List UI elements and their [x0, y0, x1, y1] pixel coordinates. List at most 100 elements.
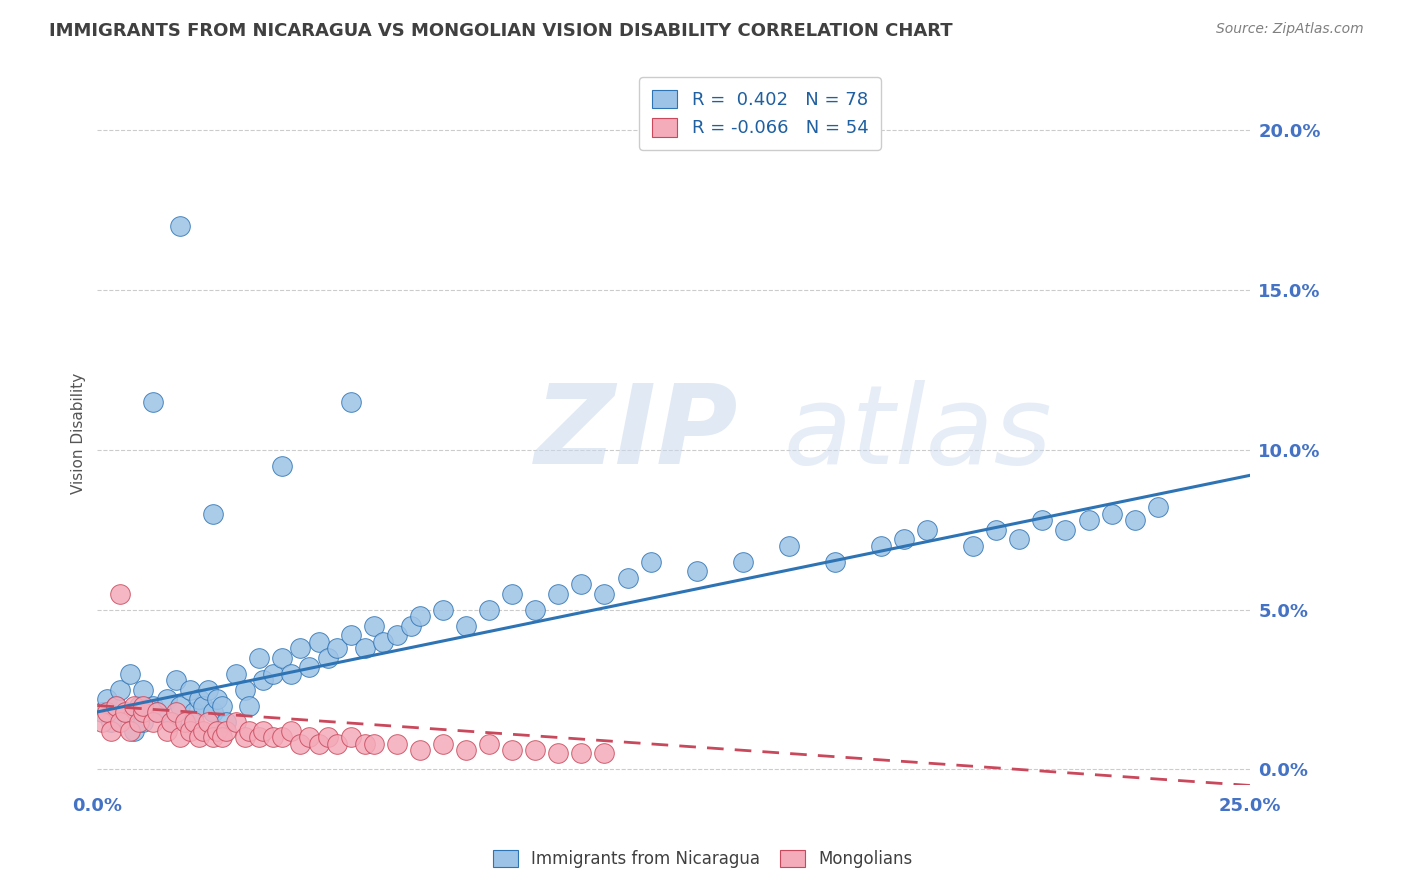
Point — [155, 692, 177, 706]
Point — [122, 724, 145, 739]
Point — [114, 705, 136, 719]
Point — [197, 682, 219, 697]
Text: ZIP: ZIP — [536, 380, 738, 487]
Point — [1077, 513, 1099, 527]
Point — [270, 731, 292, 745]
Legend: R =  0.402   N = 78, R = -0.066   N = 54: R = 0.402 N = 78, R = -0.066 N = 54 — [640, 77, 882, 150]
Point — [238, 724, 260, 739]
Point — [547, 587, 569, 601]
Point — [363, 618, 385, 632]
Point — [183, 705, 205, 719]
Point — [96, 692, 118, 706]
Point — [128, 698, 150, 713]
Point — [238, 698, 260, 713]
Point — [233, 682, 256, 697]
Point — [308, 737, 330, 751]
Point — [316, 650, 339, 665]
Point — [104, 698, 127, 713]
Point — [1101, 507, 1123, 521]
Point — [316, 731, 339, 745]
Point — [280, 666, 302, 681]
Point — [501, 587, 523, 601]
Point — [169, 731, 191, 745]
Point — [571, 577, 593, 591]
Point — [96, 705, 118, 719]
Point — [478, 602, 501, 616]
Point — [340, 731, 363, 745]
Point — [501, 743, 523, 757]
Point — [1146, 500, 1168, 515]
Point — [409, 743, 432, 757]
Legend: Immigrants from Nicaragua, Mongolians: Immigrants from Nicaragua, Mongolians — [486, 843, 920, 875]
Point — [160, 714, 183, 729]
Point — [298, 731, 321, 745]
Point — [432, 737, 454, 751]
Point — [193, 724, 215, 739]
Point — [571, 747, 593, 761]
Point — [169, 219, 191, 233]
Point — [870, 539, 893, 553]
Point — [616, 571, 638, 585]
Point — [363, 737, 385, 751]
Point — [593, 587, 616, 601]
Point — [409, 609, 432, 624]
Point — [179, 682, 201, 697]
Point — [211, 698, 233, 713]
Point — [247, 731, 270, 745]
Point — [118, 666, 141, 681]
Point — [252, 724, 274, 739]
Point — [174, 714, 197, 729]
Point — [215, 724, 238, 739]
Point — [169, 698, 191, 713]
Text: atlas: atlas — [783, 380, 1052, 487]
Point — [132, 705, 155, 719]
Point — [385, 628, 408, 642]
Text: IMMIGRANTS FROM NICARAGUA VS MONGOLIAN VISION DISABILITY CORRELATION CHART: IMMIGRANTS FROM NICARAGUA VS MONGOLIAN V… — [49, 22, 953, 40]
Point — [146, 705, 169, 719]
Point — [179, 724, 201, 739]
Point — [110, 682, 132, 697]
Point — [353, 737, 375, 751]
Point — [731, 555, 754, 569]
Point — [193, 698, 215, 713]
Point — [1054, 523, 1077, 537]
Point — [201, 705, 224, 719]
Point — [225, 714, 247, 729]
Point — [215, 714, 238, 729]
Point — [91, 714, 114, 729]
Point — [432, 602, 454, 616]
Point — [110, 587, 132, 601]
Point — [270, 650, 292, 665]
Point — [270, 458, 292, 473]
Point — [174, 714, 197, 729]
Point — [298, 660, 321, 674]
Point — [262, 731, 284, 745]
Point — [1123, 513, 1146, 527]
Point — [640, 555, 662, 569]
Point — [399, 618, 422, 632]
Point — [128, 714, 150, 729]
Point — [142, 394, 165, 409]
Point — [962, 539, 984, 553]
Point — [290, 640, 312, 655]
Point — [104, 698, 127, 713]
Point — [100, 714, 122, 729]
Point — [893, 533, 915, 547]
Point — [197, 714, 219, 729]
Point — [142, 714, 165, 729]
Point — [824, 555, 846, 569]
Point — [373, 634, 395, 648]
Point — [132, 698, 155, 713]
Point — [456, 618, 478, 632]
Point — [326, 640, 349, 655]
Point — [132, 682, 155, 697]
Point — [114, 705, 136, 719]
Point — [1031, 513, 1053, 527]
Point — [205, 692, 228, 706]
Point — [593, 747, 616, 761]
Point — [524, 602, 547, 616]
Point — [326, 737, 349, 751]
Point — [340, 394, 363, 409]
Point — [252, 673, 274, 687]
Point — [290, 737, 312, 751]
